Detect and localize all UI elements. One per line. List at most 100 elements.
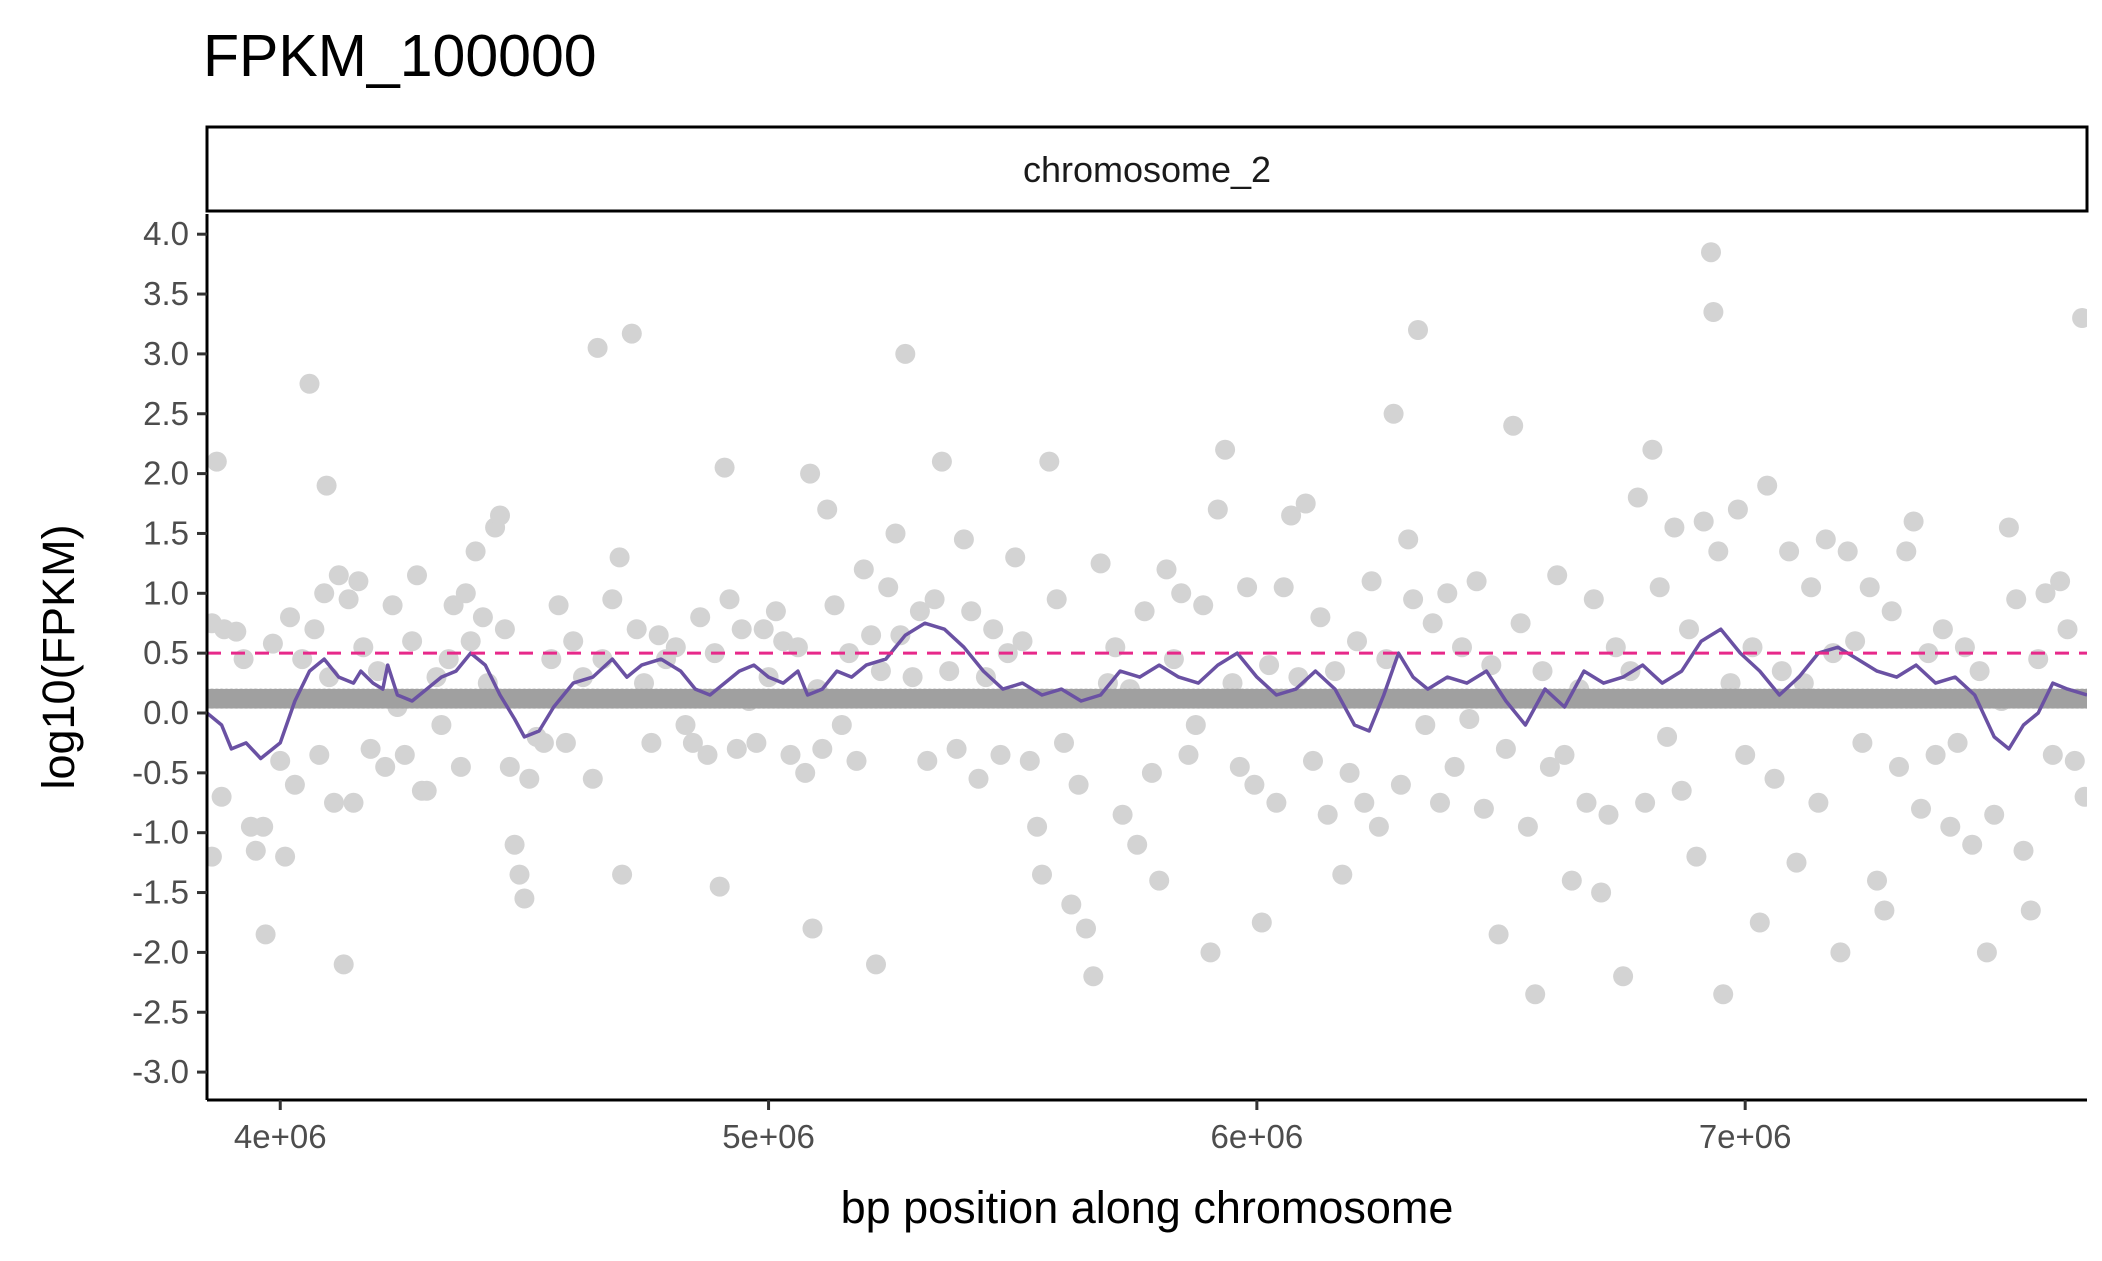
data-point [1171, 583, 1192, 604]
data-point [885, 523, 906, 544]
x-tick-label: 5e+06 [722, 1118, 815, 1155]
data-point [375, 756, 396, 777]
data-point [360, 738, 381, 759]
x-axis-ticks: 4e+06 5e+06 6e+06 7e+06 [234, 1100, 1792, 1155]
data-point [472, 607, 493, 628]
data-point [1845, 631, 1866, 652]
data-point [1361, 571, 1382, 592]
y-tick-label: 4.0 [143, 215, 189, 252]
data-point [270, 750, 291, 771]
y-tick-label: 3.0 [143, 335, 189, 372]
data-point [1185, 715, 1206, 735]
data-point [563, 631, 584, 652]
data-point [1808, 792, 1829, 813]
y-tick-label: -0.5 [132, 754, 189, 791]
data-point [1054, 732, 1074, 753]
data-point [1019, 750, 1040, 771]
data-point [1727, 499, 1748, 520]
data-point [314, 583, 335, 604]
data-point [1903, 511, 1924, 532]
data-point [226, 621, 247, 642]
data-point [1408, 320, 1428, 340]
data-point [1713, 984, 1734, 1005]
data-point [1200, 942, 1221, 963]
facet-strip [205, 125, 2089, 213]
data-point [909, 601, 930, 622]
data-point [245, 840, 266, 861]
data-point [1422, 613, 1443, 634]
data-point [1266, 792, 1287, 813]
data-point [1642, 439, 1663, 460]
data-point [968, 768, 989, 789]
data-point [1473, 798, 1494, 819]
data-point [490, 505, 510, 526]
data-point [1193, 595, 1214, 616]
data-point [280, 607, 300, 628]
data-point [1539, 756, 1560, 777]
data-point [765, 601, 786, 622]
data-point [682, 732, 703, 753]
data-point [641, 732, 662, 753]
data-point [309, 744, 330, 765]
data-point [1757, 475, 1778, 496]
data-point [394, 744, 415, 765]
data-point [416, 780, 437, 801]
data-point [1390, 774, 1411, 795]
data-point [348, 571, 369, 592]
data-point [953, 529, 974, 550]
data-point [1801, 577, 1822, 598]
data-point [509, 864, 530, 885]
data-point [780, 744, 801, 765]
data-point [1368, 816, 1389, 837]
data-point [795, 762, 816, 783]
facet-strip-label: chromosome_2 [1023, 149, 1271, 190]
data-point [1398, 529, 1419, 550]
data-point [709, 876, 730, 897]
data-point [753, 619, 774, 640]
data-point [324, 792, 344, 813]
data-point [548, 595, 569, 616]
data-point [450, 756, 471, 777]
data-point [1852, 732, 1873, 753]
data-point [2074, 786, 2087, 807]
data-point [675, 715, 696, 735]
data-point [1925, 744, 1946, 765]
data-point [1517, 816, 1538, 837]
data-point [1354, 792, 1375, 813]
data-point [1141, 762, 1162, 783]
data-point [1310, 607, 1331, 628]
data-point [1962, 834, 1983, 855]
data-point [443, 595, 464, 616]
data-point [961, 601, 982, 622]
data-point [612, 864, 633, 885]
rolling-line-layer [207, 621, 2087, 761]
data-point [1701, 242, 1721, 263]
data-point [1867, 870, 1887, 891]
data-point [870, 661, 891, 682]
data-point [902, 667, 923, 688]
data-point [304, 619, 325, 640]
data-point [284, 774, 305, 795]
data-point [1466, 571, 1487, 592]
data-point [800, 463, 821, 484]
data-point [402, 631, 423, 652]
data-point [2050, 571, 2071, 592]
data-point [602, 589, 623, 610]
data-point [975, 667, 996, 688]
data-point [1112, 804, 1133, 825]
data-point [211, 786, 232, 807]
data-point [1317, 804, 1338, 825]
data-point [983, 619, 1004, 640]
data-point [1403, 589, 1424, 610]
points-layer [207, 242, 2087, 1005]
y-tick-label: -1.5 [132, 874, 189, 911]
data-point [1576, 792, 1597, 813]
data-point [697, 744, 718, 765]
data-point [1815, 529, 1836, 550]
data-point [1303, 750, 1323, 771]
data-point [555, 732, 576, 753]
data-point [533, 732, 554, 753]
data-point [1046, 589, 1067, 610]
data-point [1244, 774, 1265, 795]
data-point [1598, 804, 1619, 825]
